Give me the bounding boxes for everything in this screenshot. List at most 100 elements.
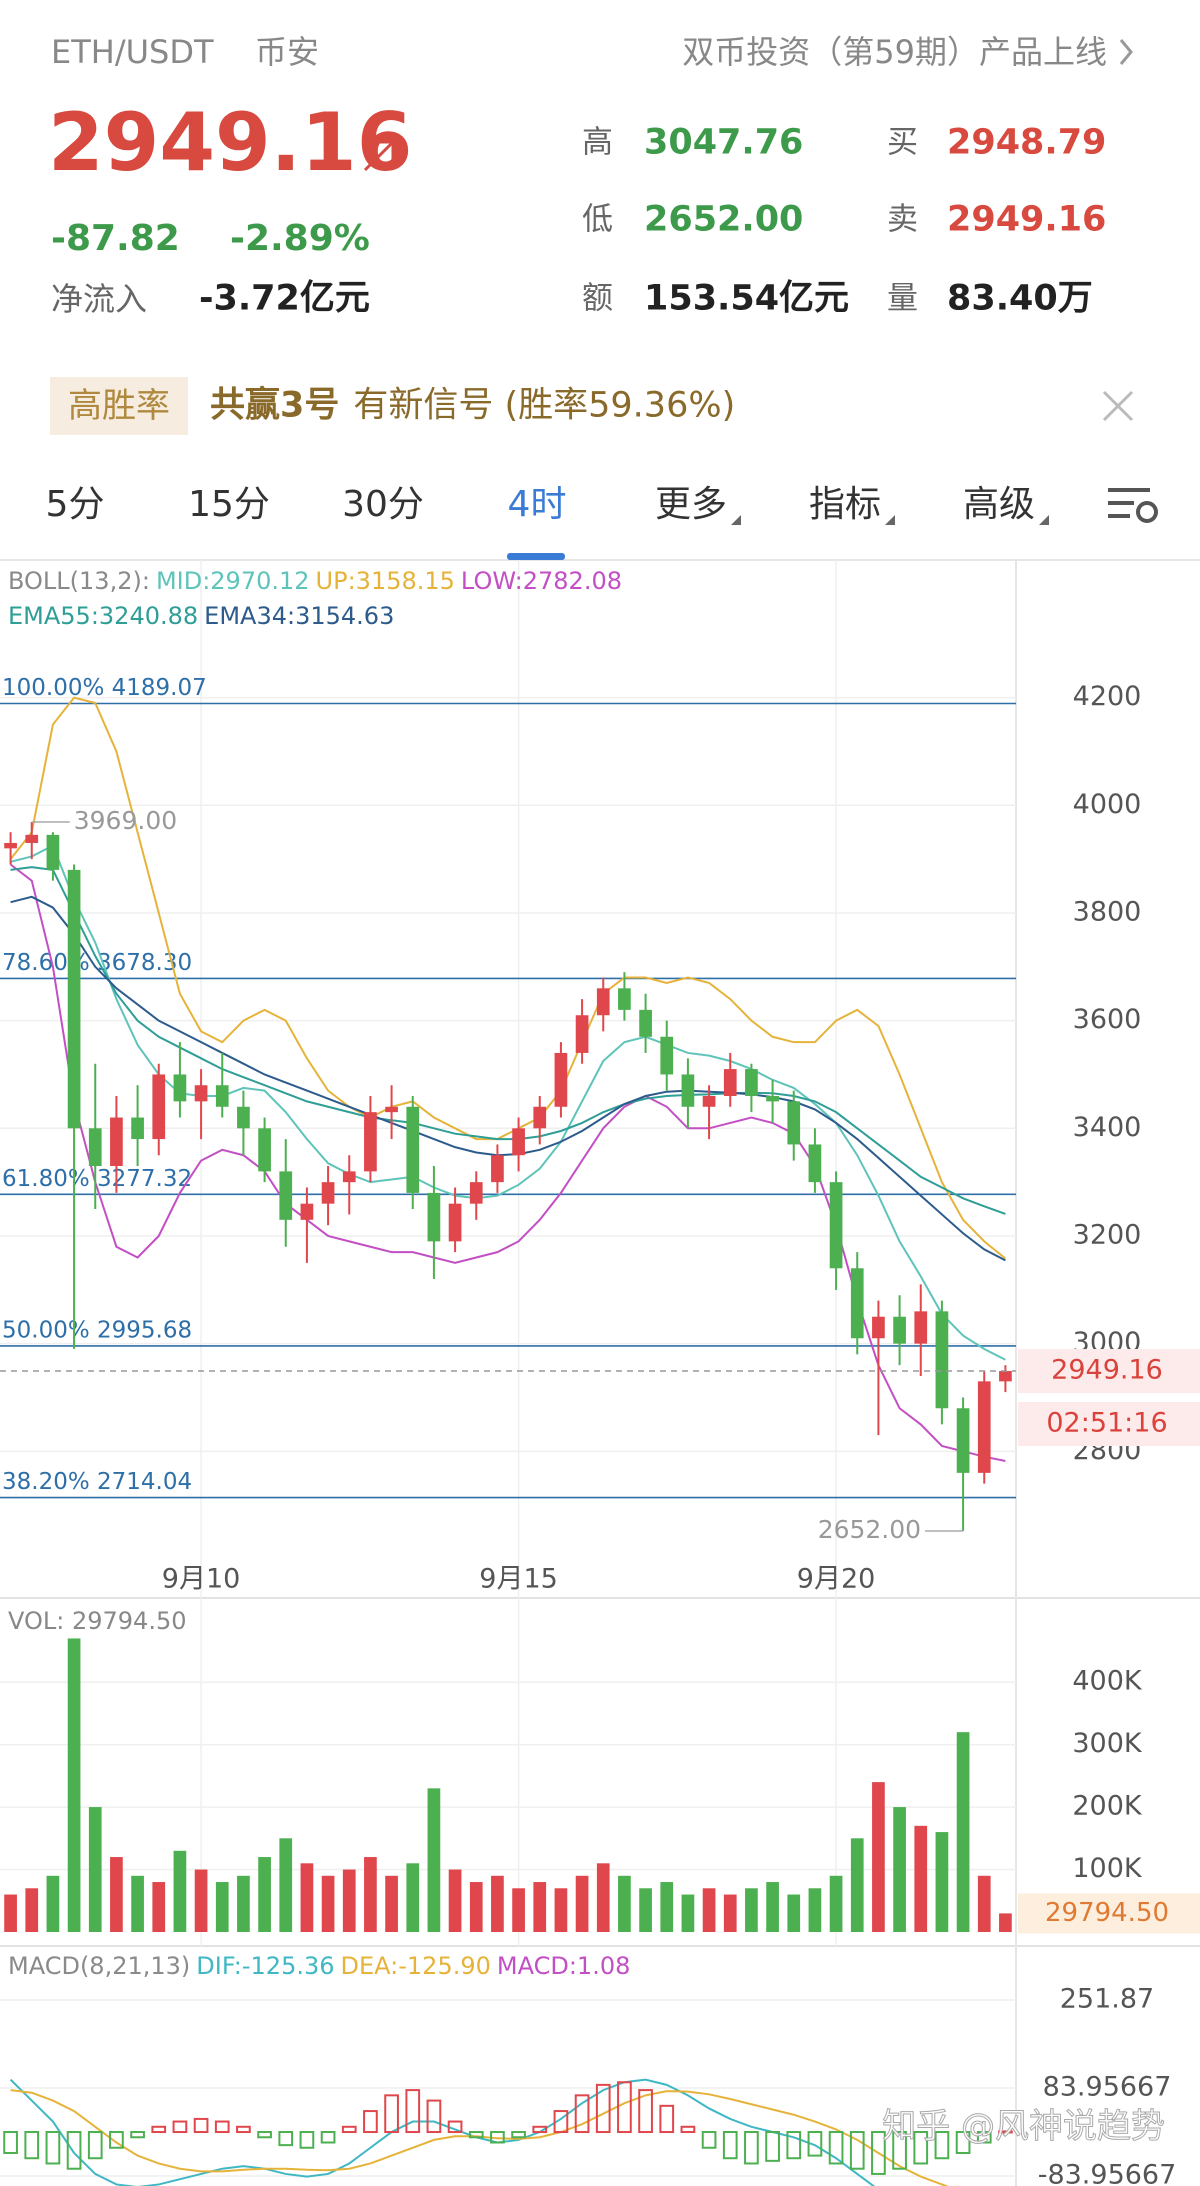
macd-bar: [849, 2131, 865, 2170]
macd-bar: [172, 2120, 188, 2134]
volume-bar: [364, 1857, 377, 1932]
volume-bar: [131, 1875, 144, 1932]
macd-bar: [892, 2131, 907, 2170]
candle-body: [639, 1009, 652, 1037]
macd-bar: [320, 2131, 336, 2144]
legend-item: LOW:2782.08: [461, 567, 622, 595]
stat-value: 153.54亿元: [644, 278, 850, 319]
candle-body: [935, 1311, 949, 1409]
y-tick-label: 100K: [1072, 1853, 1143, 1884]
macd-bar: [786, 2131, 802, 2160]
price-arrow: [363, 140, 395, 172]
macd-bar: [447, 2120, 463, 2134]
macd-bar: [913, 2131, 929, 2165]
volume-bar: [618, 1875, 631, 1932]
volume-bar: [4, 1894, 17, 1932]
last-volume-box: [1018, 1893, 1200, 1934]
price-arrow-head: [375, 140, 395, 160]
active-tab-indicator: [507, 553, 565, 560]
candle-body: [977, 1381, 991, 1473]
netflow-value: -3.72亿元: [199, 278, 370, 319]
timeframe-tab[interactable]: 高级: [962, 484, 1050, 525]
candle-body: [300, 1203, 314, 1220]
candle-body: [872, 1316, 885, 1339]
candle-body: [469, 1182, 483, 1204]
banner-text: 有新信号 (胜率59.36%): [353, 385, 736, 426]
promo-link[interactable]: 双币投资（第59期）产品上线: [682, 33, 1107, 71]
candle-body: [110, 1117, 123, 1166]
candle-body: [787, 1101, 801, 1145]
volume-bar: [935, 1832, 949, 1932]
volume-bar: [723, 1894, 737, 1932]
y-tick-label: 200K: [1072, 1791, 1143, 1822]
volume-bar: [88, 1807, 102, 1932]
legend-item: BOLL(13,2):: [8, 567, 150, 595]
candle-body: [681, 1074, 695, 1107]
y-tick-label: 3800: [1073, 896, 1142, 927]
candle-body: [152, 1074, 166, 1140]
stat-label: 低: [582, 201, 613, 238]
volume-bar: [173, 1850, 187, 1932]
volume-bar: [491, 1875, 504, 1932]
macd-bar: [574, 2094, 590, 2134]
macd-bar: [45, 2131, 61, 2165]
timeframe-tab[interactable]: 更多: [654, 484, 742, 525]
y-tick-label: 4000: [1073, 789, 1142, 820]
promo-chevron[interactable]: [1119, 39, 1133, 65]
x-tick-label: 9月10: [162, 1564, 241, 1595]
legend-item: DIF:-125.36: [196, 1952, 334, 1980]
netflow-label: 净流入: [51, 280, 148, 318]
macd-bar: [193, 2117, 209, 2134]
macd-line: [10, 2089, 950, 2186]
legend-item: EMA55:3240.88: [8, 602, 198, 630]
candle-body: [596, 988, 610, 1016]
volume-bar: [575, 1875, 589, 1932]
candle-body: [46, 834, 60, 870]
close-banner[interactable]: [1102, 390, 1134, 422]
macd-bar: [934, 2131, 950, 2160]
macd-bar: [299, 2131, 315, 2149]
stat-label: 高: [582, 124, 613, 161]
macd-bar: [532, 2125, 548, 2134]
legend-item: UP:3158.15: [316, 567, 455, 595]
candle-body: [618, 988, 631, 1010]
macd-bar: [680, 2125, 696, 2134]
volume-bar: [956, 1732, 970, 1932]
volume-bar: [893, 1807, 906, 1932]
candle-body: [893, 1316, 906, 1344]
candle-body: [321, 1182, 335, 1204]
volume-bar: [321, 1875, 335, 1932]
macd-bar: [278, 2131, 294, 2147]
macd-bar: [109, 2131, 124, 2149]
y-tick-label: 400K: [1072, 1666, 1143, 1697]
volume-bar: [554, 1888, 568, 1932]
banner-tag: 高胜率: [50, 377, 188, 435]
legend-item: MACD(8,21,13): [8, 1952, 190, 1980]
volume-bar: [914, 1825, 928, 1932]
y-tick-label: 300K: [1072, 1728, 1143, 1759]
indicator-line: [10, 866, 1006, 1215]
fib-level-label: 78.60% 3678.30: [2, 950, 192, 976]
volume-bar: [110, 1857, 123, 1932]
settings-icon[interactable]: [1108, 488, 1158, 523]
timeframe-tab[interactable]: 15分: [188, 484, 270, 525]
timeframe-tab[interactable]: 4时: [507, 484, 567, 525]
timeframe-tab[interactable]: 5分: [45, 484, 105, 525]
candle-body: [173, 1074, 187, 1102]
banner[interactable]: 共赢3号 有新信号 (胜率59.36%): [210, 385, 736, 426]
macd-bar: [87, 2131, 103, 2160]
macd-bar: [722, 2131, 738, 2160]
fib-level-label: 38.20% 2714.04: [2, 1469, 192, 1495]
last-volume-label: 29794.50: [1045, 1898, 1169, 1928]
candle-body: [956, 1408, 970, 1473]
volume-bar: [533, 1882, 547, 1932]
legend-item: MACD:1.08: [497, 1952, 630, 1980]
candle-body: [554, 1052, 568, 1107]
macd-bar: [426, 2099, 442, 2134]
volume-bar: [406, 1863, 420, 1932]
volume-bar: [681, 1894, 695, 1932]
candle-body: [385, 1106, 398, 1113]
timeframe-tab[interactable]: 30分: [342, 484, 424, 525]
timeframe-tab[interactable]: 指标: [808, 484, 896, 525]
